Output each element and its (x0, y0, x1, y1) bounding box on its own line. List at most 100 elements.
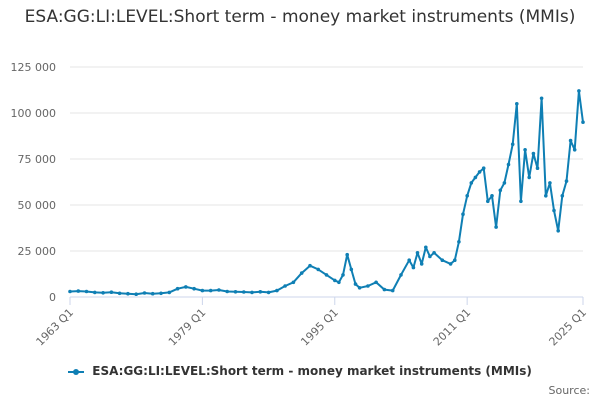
data-point-41[interactable] (382, 287, 387, 292)
y-axis-ticks: 0 25 000 50 000 75 000 100 000 125 000 (11, 61, 57, 304)
data-point-4[interactable] (101, 291, 105, 295)
data-point-3[interactable] (93, 290, 97, 295)
x-tick-label-2: 1995 Q1 (298, 306, 341, 349)
data-point-59[interactable] (477, 170, 482, 174)
y-tick-label-3: 75 000 (18, 153, 57, 166)
data-point-5[interactable] (109, 290, 114, 295)
chart-title: ESA:GG:LI:LEVEL:Short term - money marke… (24, 7, 576, 27)
data-point-13[interactable] (175, 286, 180, 291)
data-point-67[interactable] (510, 142, 515, 147)
data-point-42[interactable] (390, 288, 395, 293)
data-point-76[interactable] (548, 181, 552, 185)
data-point-75[interactable] (544, 194, 548, 198)
data-point-78[interactable] (556, 229, 560, 233)
data-point-57[interactable] (469, 181, 474, 185)
data-point-54[interactable] (457, 240, 461, 244)
data-point-39[interactable] (366, 284, 370, 288)
data-point-37[interactable] (353, 282, 358, 286)
data-point-0[interactable] (68, 289, 72, 294)
data-point-51[interactable] (440, 258, 445, 263)
data-point-79[interactable] (560, 194, 565, 198)
data-point-45[interactable] (411, 265, 416, 270)
data-point-6[interactable] (117, 291, 122, 296)
data-point-33[interactable] (337, 280, 341, 285)
data-point-26[interactable] (283, 284, 287, 288)
data-point-12[interactable] (167, 290, 172, 295)
data-point-84[interactable] (581, 120, 585, 124)
data-point-64[interactable] (498, 188, 503, 193)
legend-swatch (68, 367, 85, 377)
data-point-17[interactable] (208, 288, 213, 293)
data-point-77[interactable] (552, 208, 556, 213)
data-point-34[interactable] (341, 273, 345, 277)
data-point-18[interactable] (217, 288, 221, 292)
data-point-24[interactable] (266, 290, 271, 295)
data-point-55[interactable] (461, 212, 465, 216)
data-point-38[interactable] (357, 286, 362, 290)
y-tick-label-0: 0 (49, 291, 56, 304)
data-point-82[interactable] (572, 148, 577, 152)
data-point-1[interactable] (76, 289, 81, 293)
data-point-23[interactable] (258, 290, 263, 294)
data-point-65[interactable] (502, 181, 507, 185)
data-point-29[interactable] (308, 263, 312, 268)
data-point-83[interactable] (577, 89, 581, 93)
data-point-69[interactable] (519, 199, 523, 204)
legend[interactable]: ESA:GG:LI:LEVEL:Short term - money marke… (0, 364, 600, 378)
data-point-70[interactable] (523, 148, 527, 152)
data-point-19[interactable] (225, 289, 229, 294)
data-point-74[interactable] (539, 96, 544, 101)
x-tick-label-4: 2025 Q1 (547, 306, 590, 349)
data-point-47[interactable] (419, 262, 424, 266)
data-point-25[interactable] (275, 288, 279, 293)
data-point-49[interactable] (428, 254, 432, 259)
data-point-63[interactable] (494, 225, 498, 229)
data-point-56[interactable] (465, 194, 470, 198)
data-point-20[interactable] (233, 290, 238, 294)
x-axis: 1963 Q1 1979 Q1 1995 Q1 2011 Q1 2025 Q1 (34, 296, 590, 349)
data-point-40[interactable] (374, 280, 378, 285)
data-point-43[interactable] (399, 273, 403, 277)
data-point-44[interactable] (407, 258, 412, 263)
data-point-27[interactable] (291, 280, 296, 285)
data-point-60[interactable] (481, 166, 486, 170)
data-point-61[interactable] (486, 199, 490, 204)
data-point-11[interactable] (159, 291, 163, 296)
y-tick-label-5: 125 000 (11, 61, 57, 74)
data-point-58[interactable] (473, 175, 478, 180)
data-point-16[interactable] (200, 288, 205, 293)
data-point-36[interactable] (349, 267, 354, 272)
data-point-35[interactable] (345, 252, 350, 257)
data-point-30[interactable] (316, 267, 321, 272)
data-point-72[interactable] (531, 151, 536, 156)
data-point-52[interactable] (448, 262, 453, 266)
data-point-15[interactable] (192, 286, 196, 291)
data-point-32[interactable] (333, 278, 337, 283)
data-point-8[interactable] (134, 292, 138, 297)
data-point-46[interactable] (415, 251, 420, 255)
data-point-62[interactable] (490, 194, 494, 198)
data-point-50[interactable] (432, 251, 436, 255)
data-point-80[interactable] (564, 179, 569, 183)
y-tick-label-4: 100 000 (11, 107, 57, 120)
data-point-48[interactable] (424, 245, 428, 250)
series-line-0 (69, 89, 584, 296)
data-point-2[interactable] (84, 289, 89, 294)
data-point-81[interactable] (568, 138, 573, 143)
y-tick-label-2: 50 000 (18, 199, 57, 212)
data-point-14[interactable] (184, 285, 188, 289)
data-point-28[interactable] (299, 271, 304, 275)
data-point-66[interactable] (506, 162, 511, 167)
data-point-9[interactable] (142, 291, 147, 295)
data-point-53[interactable] (453, 258, 457, 263)
data-point-68[interactable] (515, 102, 519, 106)
data-point-31[interactable] (324, 273, 329, 277)
data-point-10[interactable] (150, 291, 155, 296)
data-point-21[interactable] (242, 290, 246, 294)
grid-lines (70, 66, 583, 298)
data-point-71[interactable] (527, 175, 531, 180)
data-point-7[interactable] (126, 291, 130, 296)
data-point-22[interactable] (250, 290, 254, 295)
data-point-73[interactable] (535, 166, 540, 170)
